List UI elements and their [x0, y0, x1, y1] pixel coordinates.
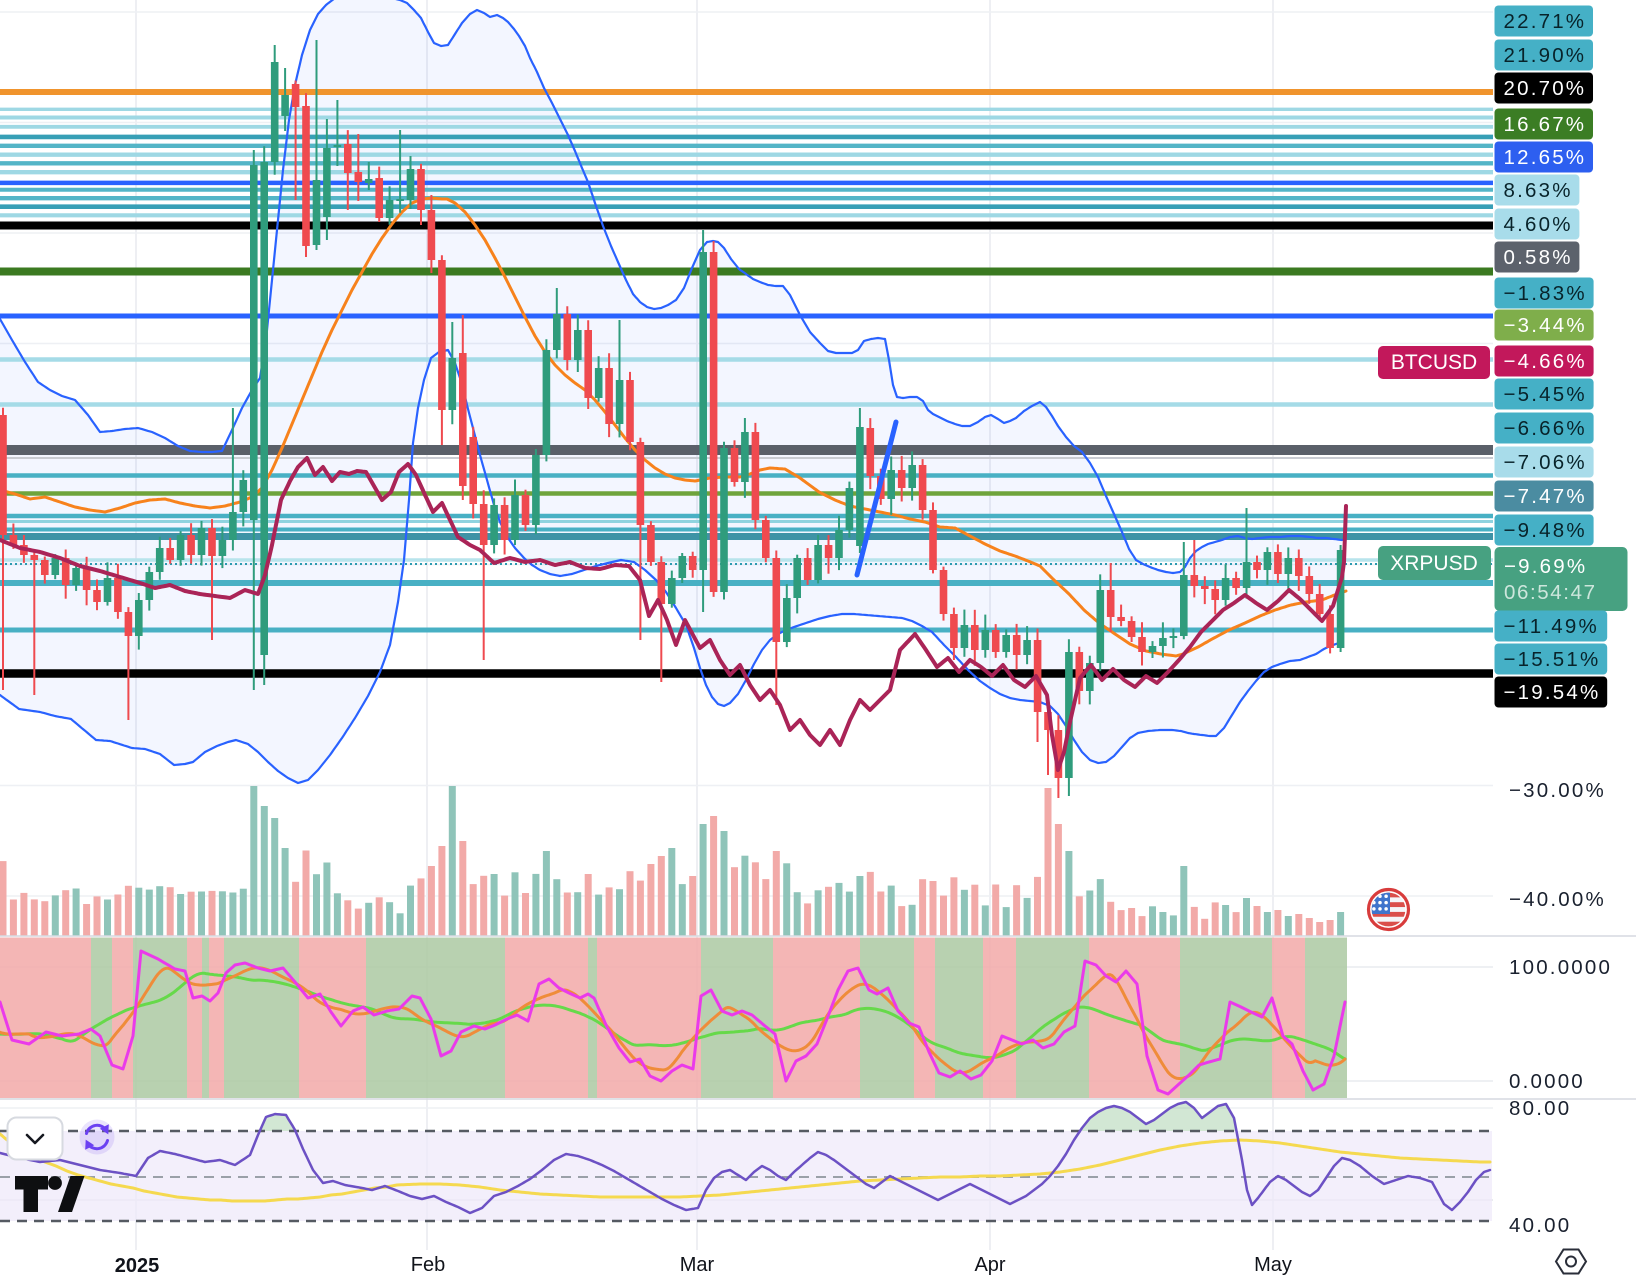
svg-text:−40.00%: −40.00% — [1509, 888, 1606, 911]
svg-text:Mar: Mar — [680, 1254, 715, 1276]
svg-text:−7.06%: −7.06% — [1504, 451, 1587, 474]
svg-text:−9.48%: −9.48% — [1504, 519, 1587, 542]
svg-text:−7.47%: −7.47% — [1504, 485, 1587, 508]
svg-text:−5.45%: −5.45% — [1504, 383, 1587, 406]
svg-text:80.00: 80.00 — [1509, 1097, 1571, 1120]
svg-text:−15.51%: −15.51% — [1504, 648, 1601, 671]
svg-text:−9.69%: −9.69% — [1504, 555, 1587, 578]
svg-text:XRPUSD: XRPUSD — [1390, 552, 1478, 575]
svg-text:4.60%: 4.60% — [1504, 213, 1573, 236]
svg-text:−3.44%: −3.44% — [1504, 314, 1587, 337]
svg-text:0.58%: 0.58% — [1504, 246, 1573, 269]
svg-text:16.67%: 16.67% — [1504, 113, 1587, 136]
svg-text:0.0000: 0.0000 — [1509, 1070, 1585, 1093]
svg-text:8.63%: 8.63% — [1504, 179, 1573, 202]
svg-text:20.70%: 20.70% — [1504, 77, 1587, 100]
svg-text:12.65%: 12.65% — [1504, 146, 1587, 169]
svg-text:100.0000: 100.0000 — [1509, 956, 1612, 979]
svg-text:21.90%: 21.90% — [1504, 44, 1587, 67]
svg-text:−4.66%: −4.66% — [1504, 350, 1587, 373]
svg-text:−19.54%: −19.54% — [1504, 681, 1601, 704]
svg-text:−1.83%: −1.83% — [1504, 282, 1587, 305]
svg-text:BTCUSD: BTCUSD — [1391, 351, 1477, 374]
svg-text:06:54:47: 06:54:47 — [1504, 581, 1597, 604]
svg-text:−11.49%: −11.49% — [1504, 615, 1599, 638]
svg-text:−30.00%: −30.00% — [1509, 779, 1606, 802]
svg-text:−6.66%: −6.66% — [1504, 417, 1587, 440]
svg-text:40.00: 40.00 — [1509, 1214, 1571, 1237]
svg-text:Feb: Feb — [411, 1254, 445, 1276]
svg-text:Apr: Apr — [974, 1254, 1005, 1276]
svg-text:2025: 2025 — [115, 1255, 160, 1277]
svg-text:May: May — [1254, 1254, 1292, 1276]
svg-text:22.71%: 22.71% — [1504, 10, 1587, 33]
